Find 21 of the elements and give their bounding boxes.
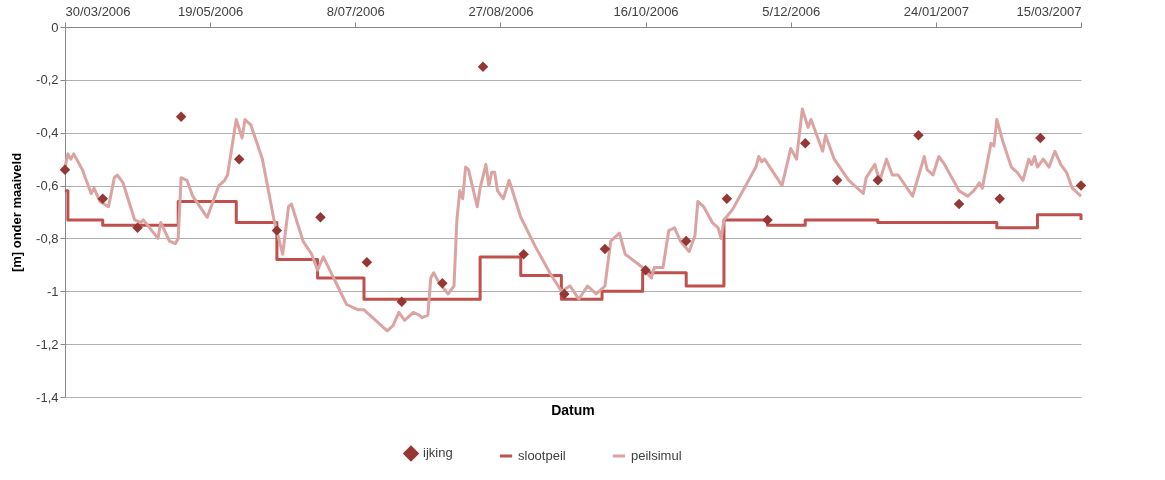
x-axis-title: Datum xyxy=(551,402,595,418)
y-tick-label: -1 xyxy=(46,283,59,299)
y-tick-label: 0 xyxy=(51,19,59,35)
x-tick-label: 27/08/2006 xyxy=(468,3,534,19)
y-tick-label: -0,2 xyxy=(36,72,59,88)
y-tick-label: -1,4 xyxy=(36,389,59,405)
legend-label: slootpeil xyxy=(518,448,566,463)
x-tick-label: 15/03/2007 xyxy=(1016,3,1082,19)
y-tick-label: -1,2 xyxy=(36,336,59,352)
y-axis-title: [m] onder maaiveld xyxy=(9,152,25,273)
legend-label: ijking xyxy=(423,445,453,461)
x-tick-label: 24/01/2007 xyxy=(903,3,969,19)
x-tick-label: 8/07/2006 xyxy=(326,3,385,19)
y-tick-label: -0,4 xyxy=(36,125,59,141)
y-tick-label: -0,6 xyxy=(36,178,59,194)
x-tick-label: 19/05/2006 xyxy=(178,3,244,19)
x-tick-label: 30/03/2006 xyxy=(65,3,131,19)
x-tick-label: 5/12/2006 xyxy=(762,3,821,19)
y-tick-label: -0,8 xyxy=(36,230,59,246)
x-tick-label: 16/10/2006 xyxy=(613,3,679,19)
legend-label: peilsimul xyxy=(631,448,682,463)
